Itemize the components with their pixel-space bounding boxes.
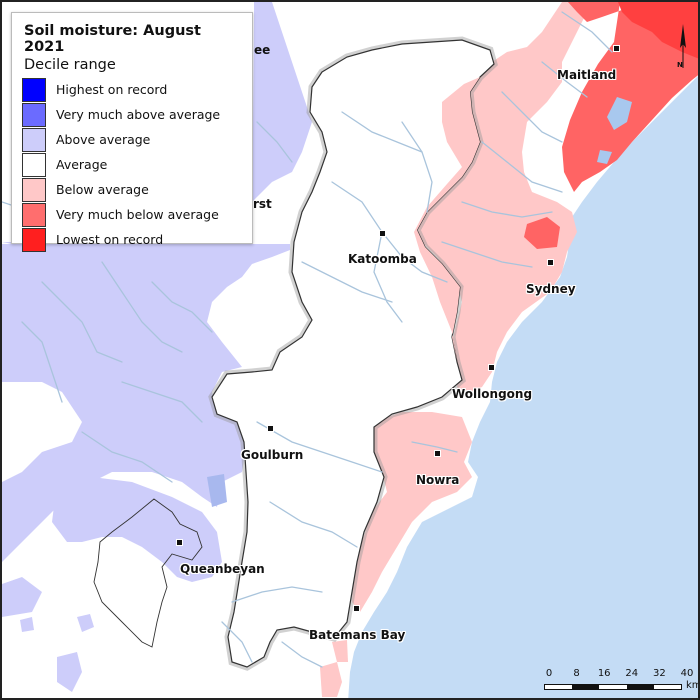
label-queanbeyan: Queanbeyan [180,562,265,576]
legend-swatch [22,77,46,102]
above-average-patch [2,577,42,617]
legend-items: Highest on record Very much above average… [22,77,242,252]
marker-queanbeyan [176,539,183,546]
legend-item-label: Highest on record [56,82,168,97]
legend-swatch [22,127,46,152]
very-much-below-patch [524,217,560,249]
legend-title: Soil moisture: August 2021 [24,23,201,55]
scale-segments [544,684,682,690]
north-label: N [677,61,683,69]
lake-macquarie [607,97,632,130]
scale-segment [545,685,573,689]
legend-item: Highest on record [22,77,242,102]
label-maitland: Maitland [557,68,617,82]
legend-item: Above average [22,127,242,152]
marker-goulburn [267,425,274,432]
above-average-patch-3 [20,617,34,632]
very-much-below-region [562,2,698,192]
legend-item-label: Lowest on record [56,232,164,247]
lowest-on-record-region [618,2,698,59]
north-arrow: N [674,22,692,70]
legend-item: Very much above average [22,102,242,127]
scale-segment [599,685,627,689]
legend-item-label: Average [56,157,108,172]
label-partial-rst: rst [253,197,272,211]
scale-bar: 0 8 16 24 32 40 km [542,668,700,694]
river-network [2,11,613,668]
legend-item-label: Below average [56,182,149,197]
marker-batemans-bay [353,605,360,612]
scale-segment [653,685,682,689]
above-average-patch-5 [207,474,227,507]
label-goulburn: Goulburn [241,448,304,462]
scale-tick-label: 40 [680,668,694,679]
legend-subtitle: Decile range [24,57,116,73]
legend-item: Below average [22,177,242,202]
legend-swatch [22,152,46,177]
label-nowra: Nowra [416,473,460,487]
label-partial-ee: ee [254,43,271,57]
label-katoomba: Katoomba [348,252,417,266]
marker-maitland [613,45,620,52]
legend-swatch [22,202,46,227]
estuary-patch [597,150,612,164]
scale-segment [572,685,600,689]
marker-wollongong [488,364,495,371]
scale-segment [626,685,654,689]
legend-item-label: Above average [56,132,151,147]
below-average-patch-south-2 [332,640,348,662]
above-average-patch-2 [57,652,82,692]
below-average-region-nowra [352,412,472,612]
legend-item-label: Very much below average [56,207,219,222]
scale-tick-label: 24 [625,668,639,679]
above-average-region-south [52,477,222,582]
legend-swatch [22,102,46,127]
label-wollongong: Wollongong [452,387,533,401]
legend-item-label: Very much above average [56,107,221,122]
north-arrow-icon [680,24,686,68]
ocean-area [348,76,698,698]
scale-tick-label: 8 [573,668,580,679]
label-sydney: Sydney [526,282,576,296]
legend-item: Very much below average [22,202,242,227]
scale-unit: km [686,680,700,691]
marker-katoomba [379,230,386,237]
map-legend: Soil moisture: August 2021 Decile range … [11,12,253,252]
scale-tick-label: 16 [597,668,611,679]
below-average-in-catchment [414,77,480,362]
legend-item: Average [22,152,242,177]
marker-nowra [434,450,441,457]
legend-item: Lowest on record [22,227,242,252]
legend-swatch [22,177,46,202]
marker-sydney [547,259,554,266]
below-average-patch-south [320,662,342,697]
label-batemans-bay: Batemans Bay [309,628,406,642]
scale-tick-label: 0 [545,668,553,679]
legend-swatch [22,227,46,252]
act-boundary [93,498,203,648]
above-average-patch-4 [77,614,94,632]
scale-tick-label: 32 [653,668,666,679]
